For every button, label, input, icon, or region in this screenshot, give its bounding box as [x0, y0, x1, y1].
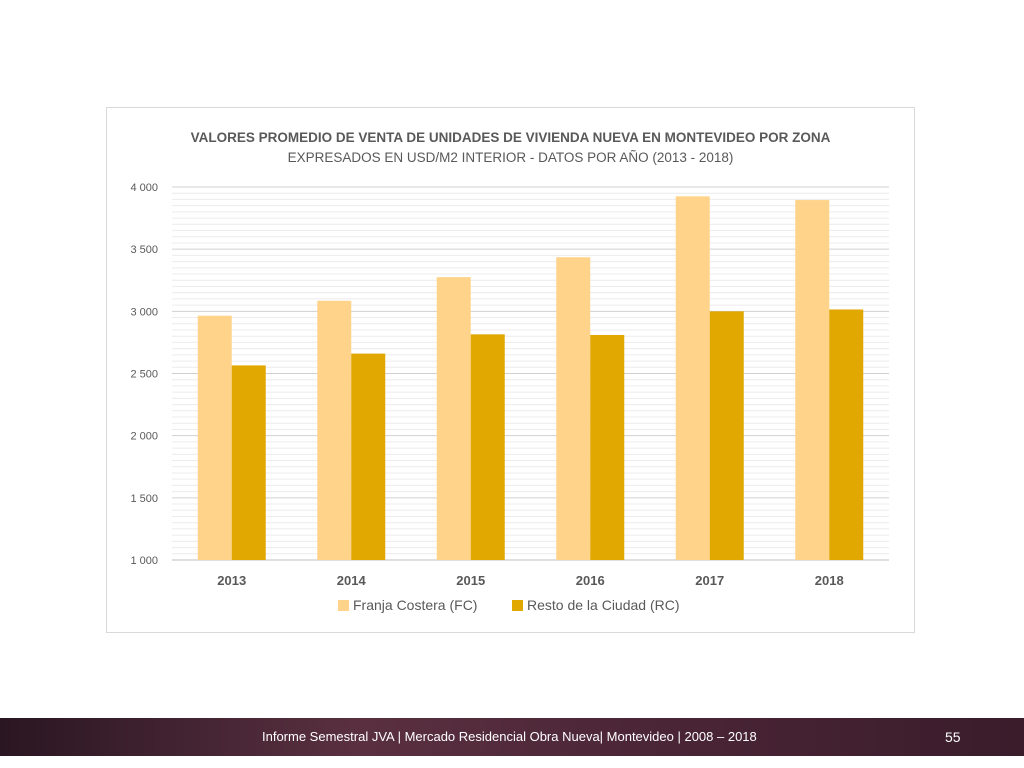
chart-subtitle: EXPRESADOS EN USD/M2 INTERIOR - DATOS PO… — [287, 150, 734, 165]
x-tick-label: 2017 — [695, 573, 724, 588]
bar-rc-2016 — [590, 334, 625, 560]
bar-fc-2017 — [675, 196, 710, 560]
y-tick-label: 2 500 — [130, 369, 158, 381]
y-tick-label: 4 000 — [130, 182, 158, 194]
legend-swatch — [512, 600, 523, 611]
y-tick-label: 1 500 — [130, 493, 158, 505]
bar-fc-2015 — [436, 277, 471, 560]
bar-fc-2018 — [795, 200, 830, 560]
y-tick-label: 3 000 — [130, 306, 158, 318]
legend-swatch — [338, 600, 349, 611]
bar-rc-2018 — [829, 309, 864, 560]
bar-fc-2014 — [317, 300, 352, 560]
x-tick-label: 2016 — [576, 573, 605, 588]
bar-chart: 1 000 1 500 2 000 2 500 3 000 3 500 4 000 2013 2… — [130, 182, 889, 613]
y-tick-label: 1 000 — [130, 555, 158, 567]
x-tick-label: 2013 — [217, 573, 246, 588]
x-tick-label: 2018 — [815, 573, 844, 588]
footer-text: Informe Semestral JVA | Mercado Residenc… — [262, 729, 757, 744]
bar-rc-2015 — [470, 334, 505, 560]
legend-label: Franja Costera (FC) — [353, 597, 477, 613]
footer-bar: Informe Semestral JVA | Mercado Residenc… — [0, 718, 1024, 756]
y-tick-label: 2 000 — [130, 431, 158, 443]
bar-rc-2014 — [351, 353, 386, 560]
legend-label: Resto de la Ciudad (RC) — [527, 597, 680, 613]
chart-frame: VALORES PROMEDIO DE VENTA DE UNIDADES DE… — [106, 107, 915, 633]
chart-title: VALORES PROMEDIO DE VENTA DE UNIDADES DE… — [190, 130, 831, 145]
bar-fc-2016 — [556, 257, 591, 560]
page-number: 55 — [945, 729, 961, 745]
x-tick-label: 2014 — [337, 573, 367, 588]
bar-rc-2017 — [709, 311, 744, 560]
x-tick-label: 2015 — [456, 573, 485, 588]
bar-rc-2013 — [231, 365, 266, 560]
bar-fc-2013 — [197, 315, 232, 560]
y-tick-label: 3 500 — [130, 244, 158, 256]
